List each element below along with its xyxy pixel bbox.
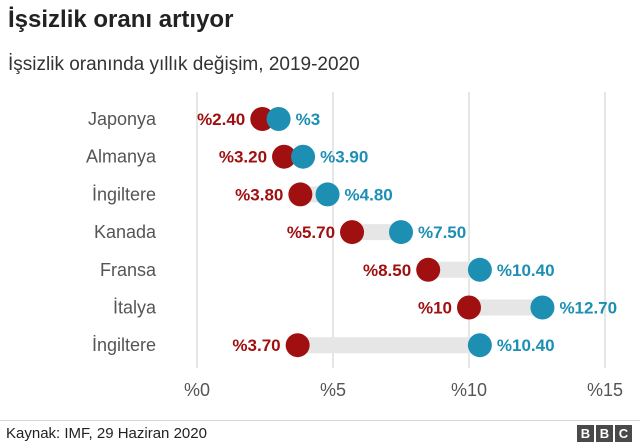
labels: %0 %5 %10 %15 Japonya %2.40 %3 Almanya %3.20 %3.9… (86, 109, 623, 400)
value-label-2020: %4.80 (345, 185, 393, 204)
value-label-2019: %3.80 (235, 185, 283, 204)
value-label-2020: %3 (296, 110, 321, 129)
dumbbell-chart: %0 %5 %10 %15 Japonya %2.40 %3 Almanya %3.20 %3.9… (86, 92, 623, 400)
value-label-2019: %5.70 (287, 223, 335, 242)
value-label-2019: %3.20 (219, 148, 267, 167)
category-label: Kanada (94, 222, 157, 242)
point-2019 (457, 295, 481, 320)
chart-subtitle: İşsizlik oranında yıllık değişim, 2019-2… (8, 54, 360, 75)
category-label: İngiltere (92, 335, 156, 355)
x-tick-label: %0 (184, 380, 210, 400)
point-2019 (416, 257, 441, 282)
value-label-2020: %12.70 (559, 299, 617, 318)
point-2020 (315, 182, 340, 207)
chart-title: İşsizlik oranı artıyor (8, 6, 234, 33)
point-2020 (291, 144, 316, 169)
value-label-2020: %10.40 (497, 261, 555, 280)
logo-letter: B (577, 425, 594, 442)
value-label-2019: %3.70 (232, 336, 280, 355)
value-label-2020: %10.40 (497, 336, 555, 355)
x-tick-label: %5 (320, 380, 346, 400)
point-2020 (467, 333, 492, 358)
value-label-2019: %2.40 (197, 110, 245, 129)
logo-letter: C (615, 425, 632, 442)
point-2019 (340, 220, 365, 245)
category-label: İngiltere (92, 184, 156, 204)
logo-letter: B (596, 425, 613, 442)
x-tick-label: %10 (451, 380, 487, 400)
value-label-2020: %7.50 (418, 223, 466, 242)
point-2020 (530, 295, 555, 320)
point-2020 (389, 220, 413, 245)
point-2019 (288, 182, 313, 207)
footer-divider (0, 420, 640, 421)
point-2020 (266, 107, 291, 131)
grid-lines (196, 92, 606, 368)
value-label-2019: %10 (418, 299, 452, 318)
point-2019 (272, 144, 297, 169)
bbc-logo: B B C (577, 425, 632, 442)
point-2019 (285, 333, 310, 358)
category-label: Fransa (100, 260, 157, 280)
point-2020 (467, 257, 492, 282)
value-label-2019: %8.50 (363, 261, 411, 280)
source-note: Kaynak: IMF, 29 Haziran 2020 (6, 425, 207, 442)
category-label: Almanya (86, 147, 157, 167)
x-tick-label: %15 (587, 380, 623, 400)
data-points (250, 107, 555, 358)
category-label: İtalya (113, 298, 157, 318)
value-label-2020: %3.90 (320, 148, 368, 167)
category-label: Japonya (88, 109, 157, 129)
